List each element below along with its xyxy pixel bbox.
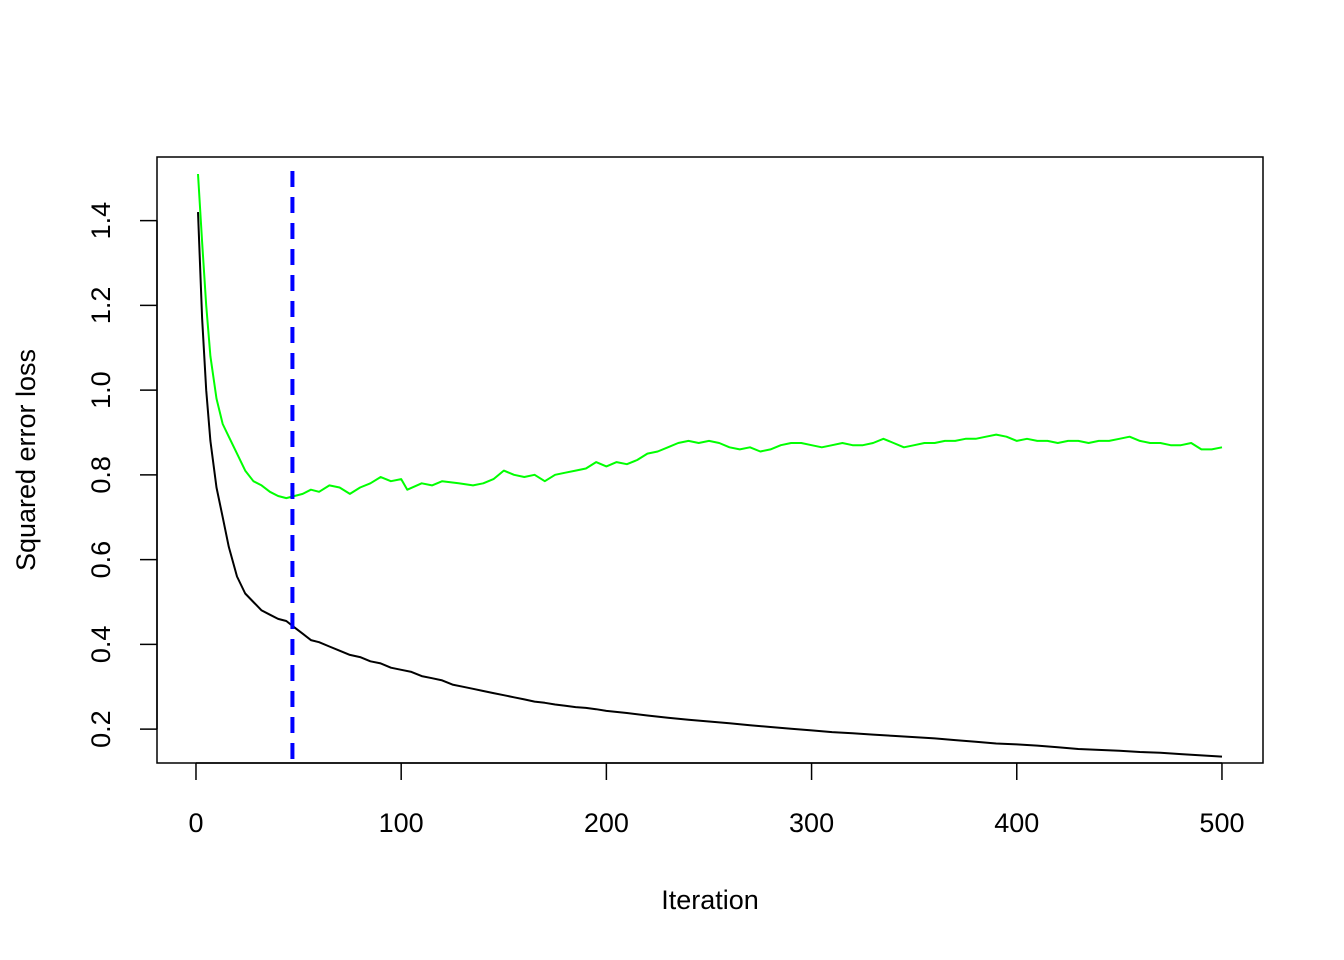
x-tick-label: 200 bbox=[584, 808, 629, 838]
x-tick-label: 500 bbox=[1199, 808, 1244, 838]
x-tick-label: 400 bbox=[994, 808, 1039, 838]
x-tick-label: 100 bbox=[379, 808, 424, 838]
y-tick-label: 1.2 bbox=[86, 287, 116, 325]
series-line-2 bbox=[197, 212, 1223, 758]
y-tick-label: 1.0 bbox=[86, 371, 116, 409]
y-tick-label: 0.8 bbox=[86, 456, 116, 494]
plot-layer bbox=[197, 171, 1223, 763]
x-tick-label: 0 bbox=[188, 808, 203, 838]
plot-frame bbox=[156, 156, 1264, 764]
series-line-1 bbox=[197, 173, 1223, 500]
y-axis-title: Squared error loss bbox=[11, 349, 41, 571]
y-tick-label: 0.2 bbox=[86, 710, 116, 748]
axes-layer: 0 100 200 300 400 500 0.2 0.4 0.6 0.8 1.0 1.2 1.4 bbox=[86, 156, 1264, 838]
x-axis-title: Iteration bbox=[661, 885, 759, 915]
x-tick-label: 300 bbox=[789, 808, 834, 838]
y-tick-label: 0.6 bbox=[86, 541, 116, 579]
y-tick-label: 0.4 bbox=[86, 626, 116, 664]
y-tick-label: 1.4 bbox=[86, 202, 116, 240]
